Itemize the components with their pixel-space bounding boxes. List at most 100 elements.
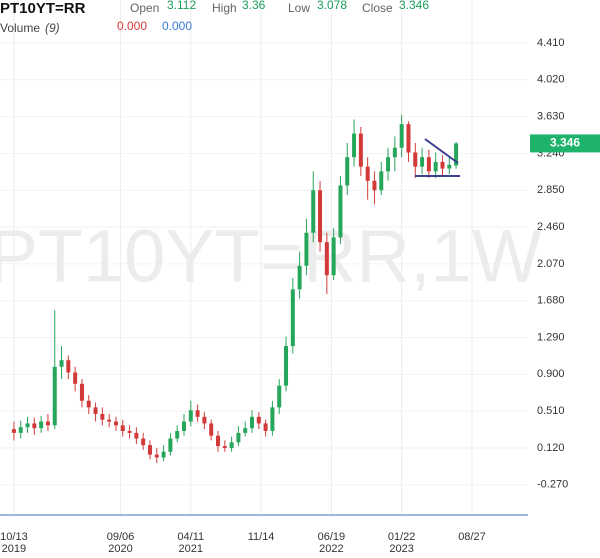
candle-body xyxy=(345,157,350,186)
x-tick-label: 04/11 xyxy=(177,531,204,543)
x-tick-year: 2023 xyxy=(389,543,413,555)
candle-body xyxy=(250,416,255,429)
close-value: 3.346 xyxy=(399,0,429,12)
candle-body xyxy=(202,416,207,424)
candle-body xyxy=(236,432,241,443)
x-tick-year: 2019 xyxy=(2,543,26,555)
candle-body xyxy=(311,190,316,233)
candle-body xyxy=(413,152,418,167)
candle-body xyxy=(372,180,377,191)
candle-body xyxy=(59,360,64,367)
candle-body xyxy=(263,423,268,431)
open-value: 3.112 xyxy=(167,0,196,12)
candle-body xyxy=(161,451,166,458)
candle-body xyxy=(270,407,275,431)
candle-body xyxy=(318,190,323,243)
x-tick-label: 10/13 xyxy=(0,531,28,543)
close-label: Close xyxy=(362,1,393,15)
y-tick-label: 2.460 xyxy=(537,221,565,233)
y-tick-label: 1.680 xyxy=(537,295,565,307)
candle-body xyxy=(426,157,431,172)
candle-body xyxy=(32,423,37,429)
candle-body xyxy=(229,442,234,448)
watermark: PT10YT=RR,1W xyxy=(0,215,542,298)
candles xyxy=(11,114,459,464)
candle-body xyxy=(386,157,391,172)
candle-body xyxy=(324,242,329,276)
candle-body xyxy=(243,428,248,433)
candle-body xyxy=(86,400,91,408)
candle-body xyxy=(406,124,411,153)
candle-body xyxy=(66,360,71,373)
candle-body xyxy=(73,372,78,384)
volume-value: 0.000 xyxy=(162,19,192,33)
candle-body xyxy=(93,407,98,414)
low-value: 3.078 xyxy=(317,0,347,12)
x-tick-year: 2021 xyxy=(179,543,203,555)
y-tick-label: 0.120 xyxy=(537,442,565,454)
candle-body xyxy=(52,366,57,426)
y-tick-label: 2.070 xyxy=(537,258,565,270)
candle-body xyxy=(399,124,404,148)
candle-body xyxy=(440,161,445,169)
candle-body xyxy=(113,421,118,426)
symbol: PT10YT=RR xyxy=(0,0,86,17)
last-price-tag xyxy=(530,134,600,153)
candle-body xyxy=(284,346,289,386)
candle-body xyxy=(365,166,370,181)
candle-body xyxy=(45,421,50,426)
candle-body xyxy=(304,232,309,266)
candle-body xyxy=(120,425,125,431)
candle-body xyxy=(209,423,214,436)
candle-body xyxy=(447,164,452,169)
candle-body xyxy=(433,161,438,172)
candle-body xyxy=(25,423,30,428)
candle-body xyxy=(379,171,384,191)
candle-body xyxy=(127,430,132,433)
candle-body xyxy=(39,421,44,429)
candle-body xyxy=(256,416,261,424)
volume-value: 0.000 xyxy=(117,19,147,33)
candle-body xyxy=(107,419,112,422)
candle-body xyxy=(188,410,193,422)
candle-body xyxy=(175,430,180,439)
y-tick-label: 4.020 xyxy=(537,74,565,86)
candle-body xyxy=(358,133,363,167)
candle-body xyxy=(338,185,343,238)
x-tick-year: 2022 xyxy=(319,543,343,555)
x-tick-label: 01/22 xyxy=(388,531,416,543)
candle-body xyxy=(141,438,146,446)
high-label: High xyxy=(212,1,237,15)
x-tick-label: 06/19 xyxy=(318,531,346,543)
x-tick-year: 2020 xyxy=(108,543,132,555)
low-label: Low xyxy=(288,1,310,15)
candle-body xyxy=(181,421,186,431)
candle-body xyxy=(290,289,295,347)
candle-body xyxy=(100,413,105,420)
x-tick-label: 11/14 xyxy=(248,531,275,543)
last-price-label: 3.346 xyxy=(550,136,580,150)
candle-body xyxy=(134,432,139,439)
y-tick-label: 0.510 xyxy=(537,405,565,417)
y-tick-label: 1.290 xyxy=(537,331,565,343)
candle-body xyxy=(392,147,397,158)
candle-body xyxy=(277,385,282,408)
candle-body xyxy=(11,429,16,433)
candle-body xyxy=(168,438,173,452)
x-tick-label: 09/06 xyxy=(107,531,135,543)
candle-body xyxy=(216,435,221,447)
y-tick-label: -0.270 xyxy=(537,479,568,491)
open-label: Open xyxy=(130,1,159,15)
candle-body xyxy=(18,427,23,433)
y-tick-label: 4.410 xyxy=(537,37,565,49)
volume-period: (9) xyxy=(45,21,60,35)
candle-body xyxy=(297,265,302,290)
x-tick-label: 08/27 xyxy=(458,531,486,543)
candle-body xyxy=(331,237,336,276)
trend-line xyxy=(424,138,459,164)
high-value: 3.36 xyxy=(242,0,266,12)
candle-body xyxy=(222,446,227,448)
candle-body xyxy=(420,157,425,167)
candle-body xyxy=(352,133,357,158)
